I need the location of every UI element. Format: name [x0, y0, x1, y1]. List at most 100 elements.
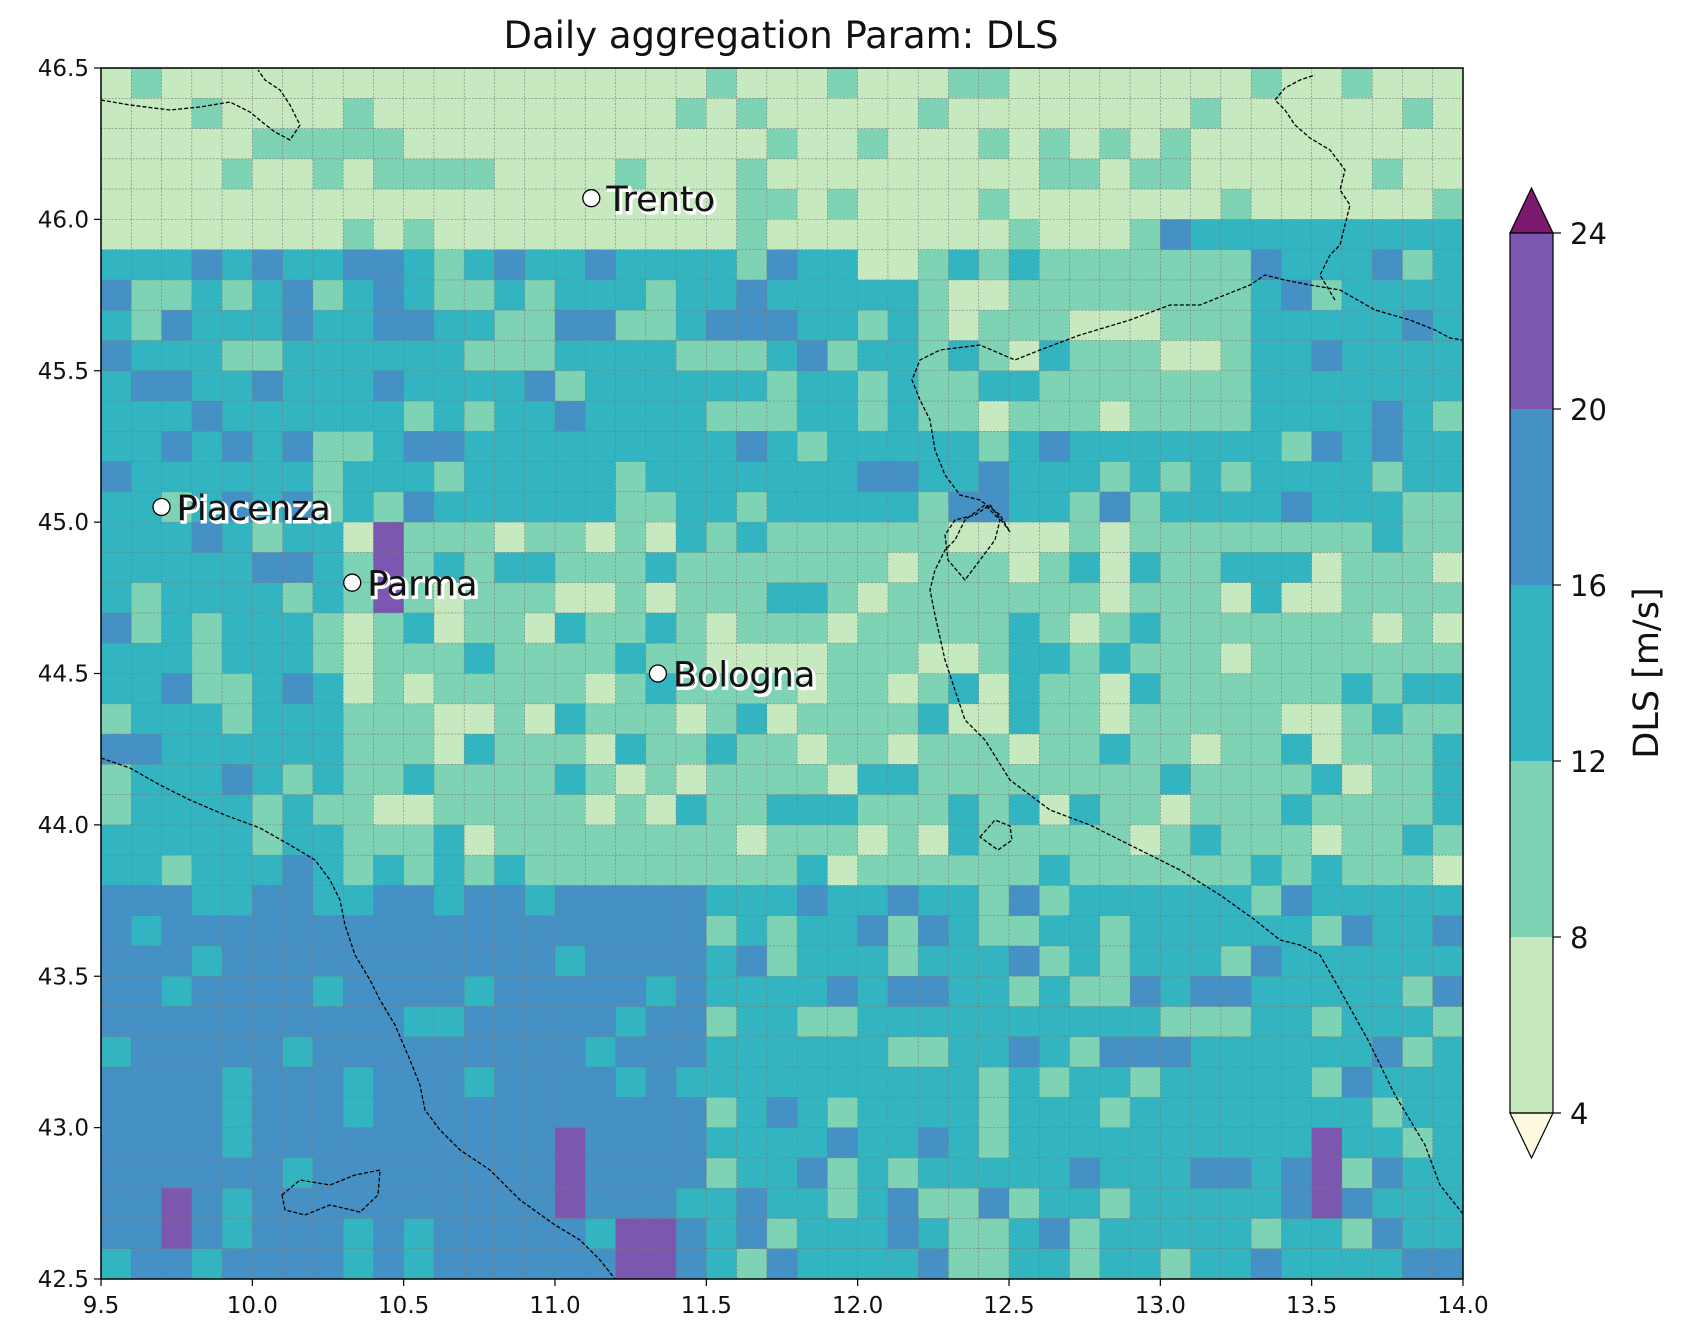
heatmap-cell [645, 401, 677, 432]
heatmap-cell [948, 1067, 980, 1098]
heatmap-cell [1190, 885, 1222, 917]
heatmap-cell [1251, 612, 1282, 644]
heatmap-cell [101, 673, 132, 705]
heatmap-cell [1251, 1157, 1282, 1189]
heatmap-cell [1281, 431, 1313, 463]
heatmap-cell [524, 1218, 556, 1250]
heatmap-cell [101, 158, 132, 190]
heatmap-cell [615, 703, 647, 735]
heatmap-cell [282, 552, 314, 584]
heatmap-cell [1281, 340, 1313, 372]
heatmap-cell [797, 673, 828, 705]
heatmap-cell [1009, 431, 1040, 463]
x-tick-label: 12.5 [983, 1293, 1034, 1319]
grid-lines [101, 68, 1463, 1279]
heatmap-cell [978, 431, 1010, 463]
heatmap-cell [1069, 824, 1101, 856]
heatmap-cell [887, 401, 919, 432]
heatmap-cell [191, 219, 223, 251]
heatmap-cell [948, 1218, 980, 1250]
heatmap-cell [222, 431, 253, 463]
heatmap-cell [1251, 1036, 1282, 1068]
heatmap-cell [433, 98, 465, 130]
heatmap-cell [1341, 158, 1373, 190]
heatmap-cell [403, 370, 435, 402]
heatmap-cell [555, 461, 586, 493]
heatmap-cell [1372, 189, 1404, 220]
heatmap-cell [1160, 703, 1192, 735]
heatmap-cell [766, 915, 798, 947]
heatmap-cell [161, 310, 193, 342]
heatmap-cell [403, 734, 435, 765]
heatmap-cell [1069, 370, 1101, 402]
heatmap-cell [948, 1006, 980, 1038]
heatmap-cell [1311, 98, 1343, 130]
heatmap-cell [1009, 98, 1040, 130]
heatmap-cell [1099, 1248, 1131, 1279]
heatmap-cell [676, 491, 707, 523]
heatmap-cell [766, 491, 798, 523]
heatmap-cell [1341, 643, 1373, 675]
heatmap-cell [282, 643, 314, 675]
heatmap-cell [615, 582, 647, 614]
heatmap-cell [676, 794, 707, 826]
heatmap-cell [766, 461, 798, 493]
heatmap-cell [1281, 1157, 1313, 1189]
heatmap-cell [524, 764, 556, 796]
heatmap-cell [1190, 703, 1222, 735]
tyrrhenian-coastline [101, 757, 616, 1279]
heatmap-cell [191, 794, 223, 826]
heatmap-cell [312, 552, 344, 584]
heatmap-cell [433, 1067, 465, 1098]
heatmap-cell [131, 945, 163, 977]
heatmap-cell [494, 764, 526, 796]
heatmap-cell [555, 128, 586, 160]
heatmap-cell [585, 98, 617, 130]
heatmap-cell [1190, 1157, 1222, 1189]
heatmap-cell [918, 461, 950, 493]
heatmap-cell [222, 703, 253, 735]
heatmap-cell [282, 1157, 314, 1189]
heatmap-cell [706, 1097, 738, 1129]
heatmap-cell [1190, 1097, 1222, 1129]
heatmap-cell [1220, 734, 1252, 765]
heatmap-cell [373, 98, 405, 130]
ligurian-coast-north [101, 69, 301, 141]
heatmap-cell [1190, 582, 1222, 614]
heatmap-cell [918, 401, 950, 432]
heatmap-cell [585, 249, 617, 281]
heatmap-cell [494, 1127, 526, 1159]
heatmap-cell [766, 189, 798, 220]
heatmap-cell [1009, 703, 1040, 735]
heatmap-cell [222, 370, 253, 402]
heatmap-cell [312, 976, 344, 1008]
heatmap-cell [1069, 734, 1101, 765]
heatmap-cell [373, 673, 405, 705]
heatmap-cell [1341, 1248, 1373, 1279]
heatmap-cell [676, 1036, 707, 1068]
heatmap-cell [252, 279, 284, 311]
heatmap-cell [494, 491, 526, 523]
heatmap-cell [312, 401, 344, 432]
heatmap-cell [312, 673, 344, 705]
heatmap-cell [433, 370, 465, 402]
heatmap-cell [827, 885, 859, 917]
heatmap-cell [433, 340, 465, 372]
heatmap-cell [222, 673, 253, 705]
heatmap-cell [676, 673, 707, 705]
heatmap-cell [706, 431, 738, 463]
heatmap-cell [857, 734, 889, 765]
heatmap-cell [1099, 1188, 1131, 1220]
heatmap-cell [1009, 794, 1040, 826]
heatmap-cell [918, 219, 950, 251]
heatmap-cell [494, 219, 526, 251]
heatmap-cell [978, 68, 1010, 99]
heatmap-cell [222, 1036, 253, 1068]
heatmap-cell [918, 1218, 950, 1250]
heatmap-cell [101, 68, 132, 99]
heatmap-cell [1069, 1097, 1101, 1129]
heatmap-cell [1432, 1127, 1463, 1159]
heatmap-cell [1160, 885, 1192, 917]
heatmap-cell [282, 249, 314, 281]
heatmap-cell [857, 249, 889, 281]
